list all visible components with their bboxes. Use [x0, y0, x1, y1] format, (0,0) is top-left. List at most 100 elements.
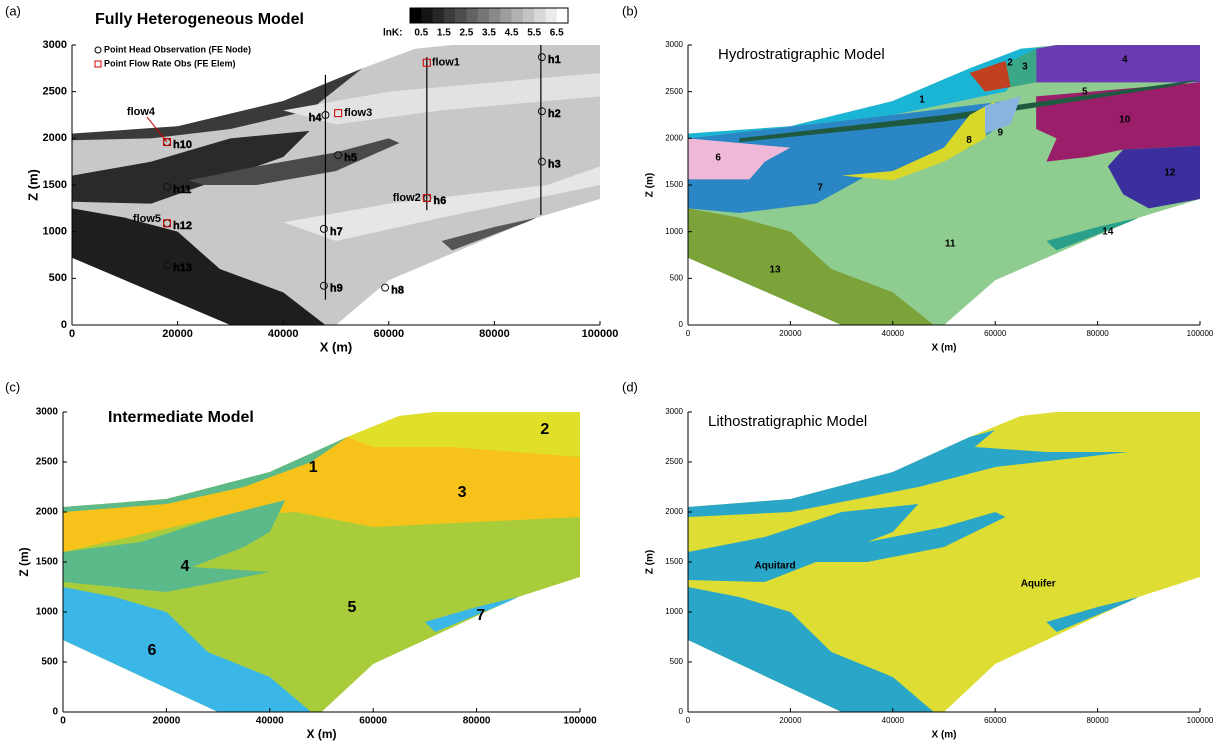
x-tick-label: 0	[686, 716, 691, 725]
x-tick-label: 20000	[162, 328, 193, 340]
x-axis-label: X (m)	[307, 727, 337, 741]
colorbar-tick-label: 6.5	[550, 28, 564, 39]
zone-label: 11	[945, 238, 956, 249]
y-tick-label: 2000	[665, 133, 683, 142]
geologic-unit	[688, 430, 1129, 517]
head-label: h7	[330, 226, 343, 238]
zone-label: Aquitard	[754, 561, 795, 572]
zone-label: 9	[998, 127, 1004, 138]
geologic-unit	[688, 46, 1047, 139]
colorbar-step	[432, 8, 445, 23]
head-label: h11	[173, 184, 191, 196]
zone-label: 6	[147, 642, 156, 659]
head-label: h3	[548, 159, 561, 171]
x-tick-label: 20000	[779, 716, 802, 725]
colorbar-step	[534, 8, 546, 23]
y-axis-label: Z (m)	[17, 547, 31, 576]
y-tick-label: 2000	[665, 507, 683, 516]
panel-title: Intermediate Model	[108, 409, 254, 426]
x-axis-label: X (m)	[320, 339, 353, 354]
flow-observation	[422, 58, 431, 67]
legend-entry: Point Head Observation (FE Node)	[104, 44, 251, 54]
y-tick-label: 0	[61, 319, 67, 331]
x-tick-label: 100000	[582, 328, 619, 340]
head-observation	[381, 283, 390, 292]
y-axis-label: Z (m)	[25, 169, 40, 201]
geologic-unit	[688, 504, 919, 582]
zone-label: 3	[1022, 62, 1028, 73]
flow-observation	[163, 138, 172, 147]
zone-label: 13	[769, 265, 781, 276]
x-tick-label: 80000	[479, 328, 510, 340]
y-tick-label: 0	[52, 707, 58, 718]
x-tick-label: 40000	[268, 328, 299, 340]
colorbar-step	[556, 8, 569, 23]
x-tick-label: 40000	[256, 716, 284, 727]
x-tick-label: 100000	[1187, 329, 1214, 338]
legend-symbol	[94, 60, 102, 68]
y-tick-label: 500	[41, 657, 58, 668]
head-observation	[321, 111, 330, 119]
colorbar-step	[500, 8, 513, 23]
zone-label: 5	[348, 599, 357, 616]
geologic-unit	[63, 500, 286, 592]
zone-label: 6	[715, 153, 721, 164]
geologic-unit	[424, 597, 518, 632]
y-tick-label: 0	[679, 320, 684, 329]
head-label: h4	[309, 112, 323, 124]
geologic-unit	[800, 512, 1006, 562]
geologic-unit	[283, 166, 600, 241]
colorbar-tick-label: 4.5	[505, 28, 519, 39]
geologic-unit	[63, 587, 312, 712]
flow-observation	[163, 219, 172, 228]
y-tick-label: 1000	[665, 607, 683, 616]
colorbar-step	[511, 8, 524, 23]
colorbar-step	[489, 8, 501, 23]
y-tick-label: 0	[679, 707, 684, 716]
x-axis-label: X (m)	[932, 730, 957, 741]
colorbar-step	[410, 8, 422, 23]
y-tick-label: 3000	[665, 407, 683, 416]
colorbar-step	[477, 8, 490, 23]
panel-label: (b)	[622, 3, 638, 18]
geologic-unit	[441, 217, 537, 251]
y-tick-label: 3000	[665, 40, 683, 49]
y-tick-label: 2500	[665, 87, 683, 96]
x-tick-label: 100000	[1187, 716, 1214, 725]
flow-label: flow3	[344, 107, 372, 119]
geologic-unit	[1036, 82, 1200, 162]
head-observation	[537, 107, 546, 116]
y-tick-label: 3000	[36, 407, 59, 418]
flow-observation	[334, 109, 343, 118]
panel-title: Hydrostratigraphic Model	[718, 46, 885, 63]
head-label: h2	[548, 108, 561, 120]
geologic-unit	[72, 208, 326, 325]
colorbar-label: lnK:	[383, 28, 402, 39]
geologic-unit	[739, 79, 1200, 143]
leader	[146, 116, 168, 143]
x-axis-label: X (m)	[932, 343, 957, 354]
panel-title: Fully Heterogeneous Model	[95, 11, 304, 28]
colorbar-step	[522, 8, 535, 23]
y-tick-label: 1500	[43, 179, 67, 191]
flow-label: flow5	[133, 213, 161, 225]
flow-observation	[422, 194, 431, 203]
flow-label: flow1	[432, 57, 460, 69]
geologic-unit	[1046, 597, 1139, 632]
colorbar-step	[421, 8, 434, 23]
colorbar-tick-label: 0.5	[414, 28, 428, 39]
zone-label: 8	[966, 135, 972, 146]
geologic-unit	[347, 412, 580, 457]
geologic-unit	[688, 138, 791, 180]
y-tick-label: 1500	[665, 557, 683, 566]
zone-label: 7	[817, 182, 823, 193]
colorbar-frame	[409, 7, 569, 24]
x-tick-label: 40000	[882, 716, 905, 725]
x-tick-label: 40000	[882, 329, 905, 338]
x-tick-label: 0	[69, 328, 75, 340]
panel-label: (a)	[5, 3, 21, 18]
zone-label: 3	[458, 484, 467, 501]
head-label: h5	[344, 152, 357, 164]
geologic-unit	[841, 101, 996, 181]
